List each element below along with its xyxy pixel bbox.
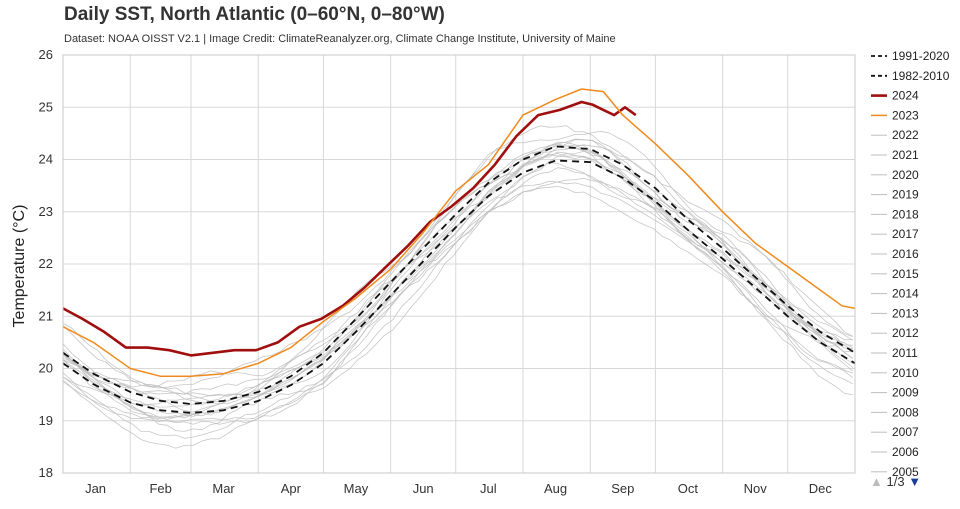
axes xyxy=(62,54,856,474)
year-line-2018 xyxy=(62,167,853,422)
legend-label-2022: 2022 xyxy=(892,128,919,142)
y-tick-label: 22 xyxy=(39,256,53,271)
year-line-2007 xyxy=(62,138,853,402)
year-line-2022 xyxy=(62,185,853,449)
x-tick-label: Aug xyxy=(544,481,567,496)
legend-label-2024: 2024 xyxy=(892,89,919,103)
year-line-2016 xyxy=(62,154,854,420)
y-tick-label: 18 xyxy=(39,465,53,480)
series-line-1991-2020 xyxy=(62,145,856,405)
plot-border xyxy=(62,54,856,474)
year-line-2019 xyxy=(62,177,854,425)
legend-label-2010: 2010 xyxy=(892,366,919,380)
x-tick-label: Dec xyxy=(809,481,833,496)
legend-label-2017: 2017 xyxy=(892,227,919,241)
legend-label-2020: 2020 xyxy=(892,168,919,182)
chart-subtitle: Dataset: NOAA OISST V2.1 | Image Credit:… xyxy=(64,33,616,45)
year-line-2011 xyxy=(62,145,853,408)
highlighted-series-lines xyxy=(62,88,856,414)
legend-label-2006: 2006 xyxy=(892,445,919,459)
legend-label-2007: 2007 xyxy=(892,425,919,439)
legend-label-2021: 2021 xyxy=(892,148,919,162)
y-tick-label: 23 xyxy=(39,204,53,219)
x-tick-label: Feb xyxy=(149,481,171,496)
year-line-2005 xyxy=(62,125,853,389)
year-line-2010 xyxy=(62,143,853,407)
legend-label-1991-2020: 1991-2020 xyxy=(892,49,950,63)
year-line-2008 xyxy=(62,144,854,395)
legend-label-2014: 2014 xyxy=(892,287,919,301)
legend-label-2008: 2008 xyxy=(892,405,919,419)
legend-label-2005: 2005 xyxy=(892,465,919,479)
chart-title: Daily SST, North Atlantic (0–60°N, 0–80°… xyxy=(64,4,445,25)
y-tick-label: 19 xyxy=(39,413,53,428)
series-line-2024 xyxy=(62,100,637,357)
legend-label-2013: 2013 xyxy=(892,306,919,320)
legend-label-2019: 2019 xyxy=(892,188,919,202)
legend-label-2015: 2015 xyxy=(892,267,919,281)
year-line-2009 xyxy=(62,141,853,397)
legend-label-1982-2010: 1982-2010 xyxy=(892,69,950,83)
y-tick-label: 26 xyxy=(39,47,53,62)
legend-label-2011: 2011 xyxy=(892,346,918,360)
x-tick-label: Sep xyxy=(611,481,634,496)
legend-label-2023: 2023 xyxy=(892,108,919,122)
y-axis-label: Temperature (°C) xyxy=(11,205,28,328)
x-tick-label: Jul xyxy=(480,481,497,496)
legend-label-2018: 2018 xyxy=(892,207,919,221)
pager-up-button[interactable]: ▲ xyxy=(870,474,883,489)
y-tick-label: 25 xyxy=(39,99,53,114)
x-tick-label: Apr xyxy=(281,481,302,496)
x-tick-label: Nov xyxy=(744,481,768,496)
legend-label-2012: 2012 xyxy=(892,326,919,340)
grid-lines xyxy=(63,54,855,474)
legend-label-2016: 2016 xyxy=(892,247,919,261)
x-tick-label: Oct xyxy=(678,481,699,496)
y-tick-labels: 18 19 20 21 22 23 24 25 26 xyxy=(39,47,53,480)
pager-label: 1/3 xyxy=(886,474,905,489)
x-tick-label: Jan xyxy=(85,481,106,496)
y-tick-label: 20 xyxy=(39,361,53,376)
x-tick-label: Mar xyxy=(212,481,235,496)
year-line-2006 xyxy=(62,130,853,387)
series-line-1982-2010 xyxy=(62,159,856,414)
series-line-2023 xyxy=(62,88,856,378)
y-tick-label: 24 xyxy=(39,152,53,167)
pager-down-button[interactable]: ▼ xyxy=(908,474,922,489)
legend-pager: ▲ 1/3 ▼ xyxy=(870,474,921,489)
y-tick-label: 21 xyxy=(39,308,53,323)
x-tick-label: May xyxy=(344,481,369,496)
x-tick-label: Jun xyxy=(413,481,434,496)
legend: 1991-2020 1982-2010 2024 2023 2022 2021 2020 20… xyxy=(871,49,950,479)
year-line-2014 xyxy=(62,153,854,419)
x-month-labels: Jan Feb Mar Apr May Jun Jul Aug Sep Oct Nov Dec xyxy=(85,481,832,496)
legend-label-2009: 2009 xyxy=(892,386,919,400)
background-year-lines xyxy=(62,125,854,449)
